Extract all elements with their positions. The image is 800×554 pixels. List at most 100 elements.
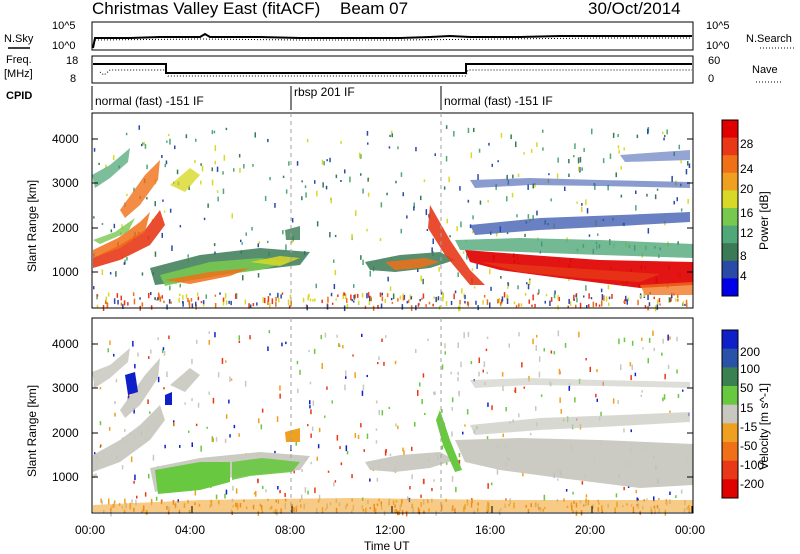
velocity-scatter-pixel bbox=[235, 488, 238, 494]
velocity-scatter-pixel bbox=[191, 398, 193, 402]
velocity-scatter-pixel bbox=[331, 400, 333, 404]
power-ground-pixel bbox=[346, 303, 349, 309]
power-scatter-pixel bbox=[423, 179, 426, 183]
velocity-scatter-pixel bbox=[107, 348, 109, 353]
cpid-label: CPID bbox=[6, 90, 32, 102]
velocity-scatter-pixel bbox=[460, 361, 462, 368]
power-scatter-pixel bbox=[656, 188, 659, 191]
velocity-scatter-pixel bbox=[309, 381, 312, 385]
velocity-scatter-pixel bbox=[324, 415, 326, 418]
power-ground-pixel bbox=[168, 299, 171, 304]
velocity-colorbar-swatch bbox=[722, 348, 738, 368]
velocity-scatter-pixel bbox=[284, 492, 286, 497]
velocity-scatter-pixel bbox=[581, 481, 584, 485]
power-scatter-pixel bbox=[542, 147, 544, 151]
power-ground-pixel bbox=[386, 293, 389, 298]
power-scatter-pixel bbox=[591, 128, 593, 135]
velocity-scatter-pixel bbox=[444, 351, 446, 355]
power-ground-pixel bbox=[603, 295, 605, 301]
velocity-scatter-pixel bbox=[340, 462, 343, 466]
power-scatter-pixel bbox=[235, 293, 238, 299]
power-ground-pixel bbox=[417, 303, 420, 307]
velocity-scatter-pixel bbox=[244, 380, 247, 387]
velocity-scatter-pixel bbox=[279, 385, 281, 391]
power-scatter-pixel bbox=[380, 202, 383, 208]
power-scatter-pixel bbox=[211, 167, 213, 172]
power-scatter-pixel bbox=[395, 180, 397, 184]
velocity-scatter-pixel bbox=[636, 497, 638, 502]
power-scatter-pixel bbox=[662, 131, 664, 135]
velocity-scatter-pixel bbox=[585, 358, 587, 361]
power-ground-pixel bbox=[230, 300, 232, 306]
power-scatter-pixel bbox=[413, 206, 415, 211]
power-ground-pixel bbox=[648, 302, 651, 307]
power-scatter-pixel bbox=[526, 282, 528, 285]
power-scatter-pixel bbox=[664, 134, 666, 138]
velocity-scatter-pixel bbox=[589, 366, 591, 372]
vel-cbar-tick-m15: -15 bbox=[740, 420, 758, 434]
power-scatter-pixel bbox=[524, 233, 526, 237]
velocity-scatter-pixel bbox=[631, 364, 633, 370]
velocity-scatter-pixel bbox=[458, 391, 460, 394]
velocity-scatter-pixel bbox=[148, 473, 150, 479]
velocity-scatter-pixel bbox=[441, 364, 444, 370]
velocity-scatter-pixel bbox=[478, 371, 480, 377]
velocity-scatter-pixel bbox=[394, 360, 397, 365]
velocity-scatter-pixel bbox=[200, 445, 202, 452]
velocity-scatter-pixel bbox=[173, 422, 175, 427]
power-ground-pixel bbox=[120, 295, 122, 301]
power-scatter-pixel bbox=[512, 174, 514, 179]
velocity-ground-pixel bbox=[658, 498, 660, 501]
power-ground-pixel bbox=[445, 301, 448, 306]
velocity-scatter-pixel bbox=[249, 335, 251, 340]
power-scatter-pixel bbox=[366, 131, 369, 136]
velocity-scatter-pixel bbox=[114, 412, 116, 417]
power-ground-pixel bbox=[463, 293, 465, 298]
power-scatter-pixel bbox=[353, 284, 355, 288]
power-ground-pixel bbox=[406, 300, 409, 304]
power-ground-pixel bbox=[549, 300, 551, 306]
velocity-scatter-pixel bbox=[661, 352, 663, 356]
power-scatter-pixel bbox=[538, 289, 540, 294]
velocity-scatter-pixel bbox=[464, 424, 466, 427]
velocity-scatter-pixel bbox=[397, 425, 399, 430]
power-ground-pixel bbox=[269, 302, 271, 308]
power-scatter-pixel bbox=[360, 154, 362, 159]
power-scatter-pixel bbox=[282, 175, 285, 178]
power-scatter-pixel bbox=[154, 201, 156, 207]
power-ground-pixel bbox=[653, 296, 655, 300]
power-colorbar-swatch bbox=[722, 137, 738, 156]
vel-ylabel: Slant Range [km] bbox=[25, 385, 39, 477]
velocity-scatter-pixel bbox=[381, 410, 384, 416]
power-scatter-pixel bbox=[470, 152, 473, 159]
power-scatter-pixel bbox=[144, 143, 147, 149]
power-scatter-pixel bbox=[635, 190, 637, 194]
velocity-scatter-pixel bbox=[565, 489, 568, 492]
velocity-scatter-pixel bbox=[535, 345, 537, 351]
velocity-scatter-pixel bbox=[127, 396, 129, 401]
power-ytick-4000: 4000 bbox=[52, 132, 79, 146]
power-ground-pixel bbox=[437, 296, 440, 301]
velocity-scatter-pixel bbox=[421, 399, 423, 405]
power-scatter-pixel bbox=[579, 156, 582, 163]
velocity-scatter-pixel bbox=[487, 483, 489, 489]
velocity-scatter-pixel bbox=[157, 376, 160, 383]
power-scatter-pixel bbox=[457, 272, 459, 277]
power-scatter-pixel bbox=[301, 180, 303, 183]
power-scatter-pixel bbox=[597, 233, 599, 236]
power-ground-pixel bbox=[558, 296, 560, 302]
power-ground-pixel bbox=[191, 303, 194, 308]
velocity-scatter-pixel bbox=[521, 362, 523, 368]
power-ground-pixel bbox=[498, 298, 500, 303]
power-ground-pixel bbox=[277, 292, 279, 298]
power-scatter-pixel bbox=[413, 202, 415, 208]
power-scatter-pixel bbox=[326, 159, 328, 162]
velocity-scatter-pixel bbox=[206, 426, 208, 429]
velocity-ground-pixel bbox=[160, 499, 163, 505]
power-ground-pixel bbox=[588, 304, 590, 308]
power-scatter-pixel bbox=[459, 186, 461, 191]
power-cbar-tick-24: 24 bbox=[740, 162, 754, 176]
power-ground-pixel bbox=[132, 292, 135, 296]
velocity-scatter-pixel bbox=[540, 394, 543, 397]
power-scatter-pixel bbox=[646, 193, 648, 197]
